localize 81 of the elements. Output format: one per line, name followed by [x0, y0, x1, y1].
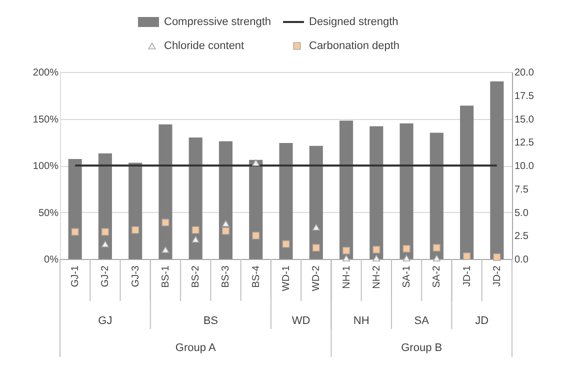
- point: [342, 254, 350, 262]
- x-tick-label: BS-2: [190, 265, 202, 288]
- y2-tick-label: 7.5: [514, 184, 529, 196]
- point: [162, 218, 170, 226]
- point: [312, 224, 320, 231]
- x-tick-label: NH-2: [371, 265, 382, 289]
- legend-label: Carbonation depth: [309, 40, 400, 52]
- bar: [430, 132, 444, 259]
- text: Group B: [401, 342, 442, 354]
- legend-label: Chloride content: [164, 40, 244, 52]
- point: [222, 227, 230, 235]
- bar: [339, 120, 354, 259]
- bar: [400, 123, 414, 259]
- bar: [98, 153, 112, 259]
- bar: [460, 106, 474, 259]
- y2-tick-label: 10.0: [514, 161, 534, 172]
- point: [463, 252, 471, 260]
- point: [192, 236, 200, 243]
- x-tick-label: GJ-3: [130, 265, 142, 288]
- y2-tick-label: 17.5: [514, 90, 534, 102]
- point: [342, 246, 350, 254]
- point: [101, 228, 109, 236]
- point: [402, 244, 410, 252]
- bar: [158, 124, 172, 259]
- bar: [68, 158, 82, 259]
- y2-tick-label: 15.0: [514, 114, 534, 126]
- x-tick-label: NH-1: [341, 265, 352, 289]
- point: [372, 254, 380, 262]
- bar: [309, 146, 323, 259]
- y2-tick-label: 12.5: [514, 138, 534, 149]
- bar: [249, 160, 263, 259]
- x-tick-label: JD-2: [492, 265, 503, 287]
- y2-tick-label: 20.0: [514, 68, 534, 78]
- point: [432, 254, 440, 262]
- point: [252, 232, 260, 240]
- x-tick-label: GJ-2: [100, 265, 112, 288]
- y-tick-label: 0%: [44, 254, 59, 266]
- point: [282, 240, 290, 248]
- y2-tick-label: 2.5: [514, 231, 529, 242]
- y-tick-label: 50%: [38, 208, 59, 219]
- x-tick-label: GJ-1: [70, 265, 82, 288]
- text: JD: [475, 315, 489, 327]
- point: [192, 226, 200, 234]
- x-tick-label: WD-1: [281, 265, 292, 292]
- x-tick-label: WD-2: [311, 265, 322, 292]
- point: [132, 226, 140, 234]
- legend-label: Compressive strength: [164, 16, 271, 28]
- bar: [279, 143, 293, 259]
- bar: [188, 137, 202, 259]
- x-tick-label: BS-1: [160, 265, 172, 288]
- x-tick-label: SA-1: [402, 265, 413, 288]
- point: [402, 254, 410, 262]
- x-tick-label: SA-2: [432, 265, 443, 288]
- bar: [218, 141, 233, 259]
- x-tick-label: BS-3: [220, 265, 232, 288]
- text: Group A: [175, 342, 216, 354]
- y2-tick-label: 5.0: [514, 208, 529, 219]
- y-tick-label: 150%: [32, 114, 59, 126]
- y2-tick-label: 0.0: [514, 254, 529, 266]
- point: [101, 240, 109, 248]
- text: WD: [292, 315, 310, 327]
- x-tick-label: JD-1: [462, 265, 473, 287]
- point: [493, 253, 501, 261]
- y-tick-label: 100%: [32, 161, 59, 172]
- bar: [370, 126, 384, 259]
- point: [312, 244, 320, 252]
- bar: [490, 81, 504, 259]
- point: [252, 159, 260, 166]
- bar: [128, 162, 142, 259]
- point: [162, 246, 170, 253]
- y-tick-label: 200%: [32, 68, 59, 78]
- legend-label: Designed strength: [309, 16, 398, 28]
- point: [222, 220, 230, 227]
- text: BS: [203, 315, 218, 327]
- text: NH: [353, 315, 370, 327]
- x-tick-label: BS-4: [250, 265, 262, 288]
- point: [372, 246, 380, 254]
- point: [71, 228, 79, 236]
- text: GJ: [98, 315, 112, 327]
- point: [432, 244, 440, 252]
- text: SA: [414, 315, 430, 327]
